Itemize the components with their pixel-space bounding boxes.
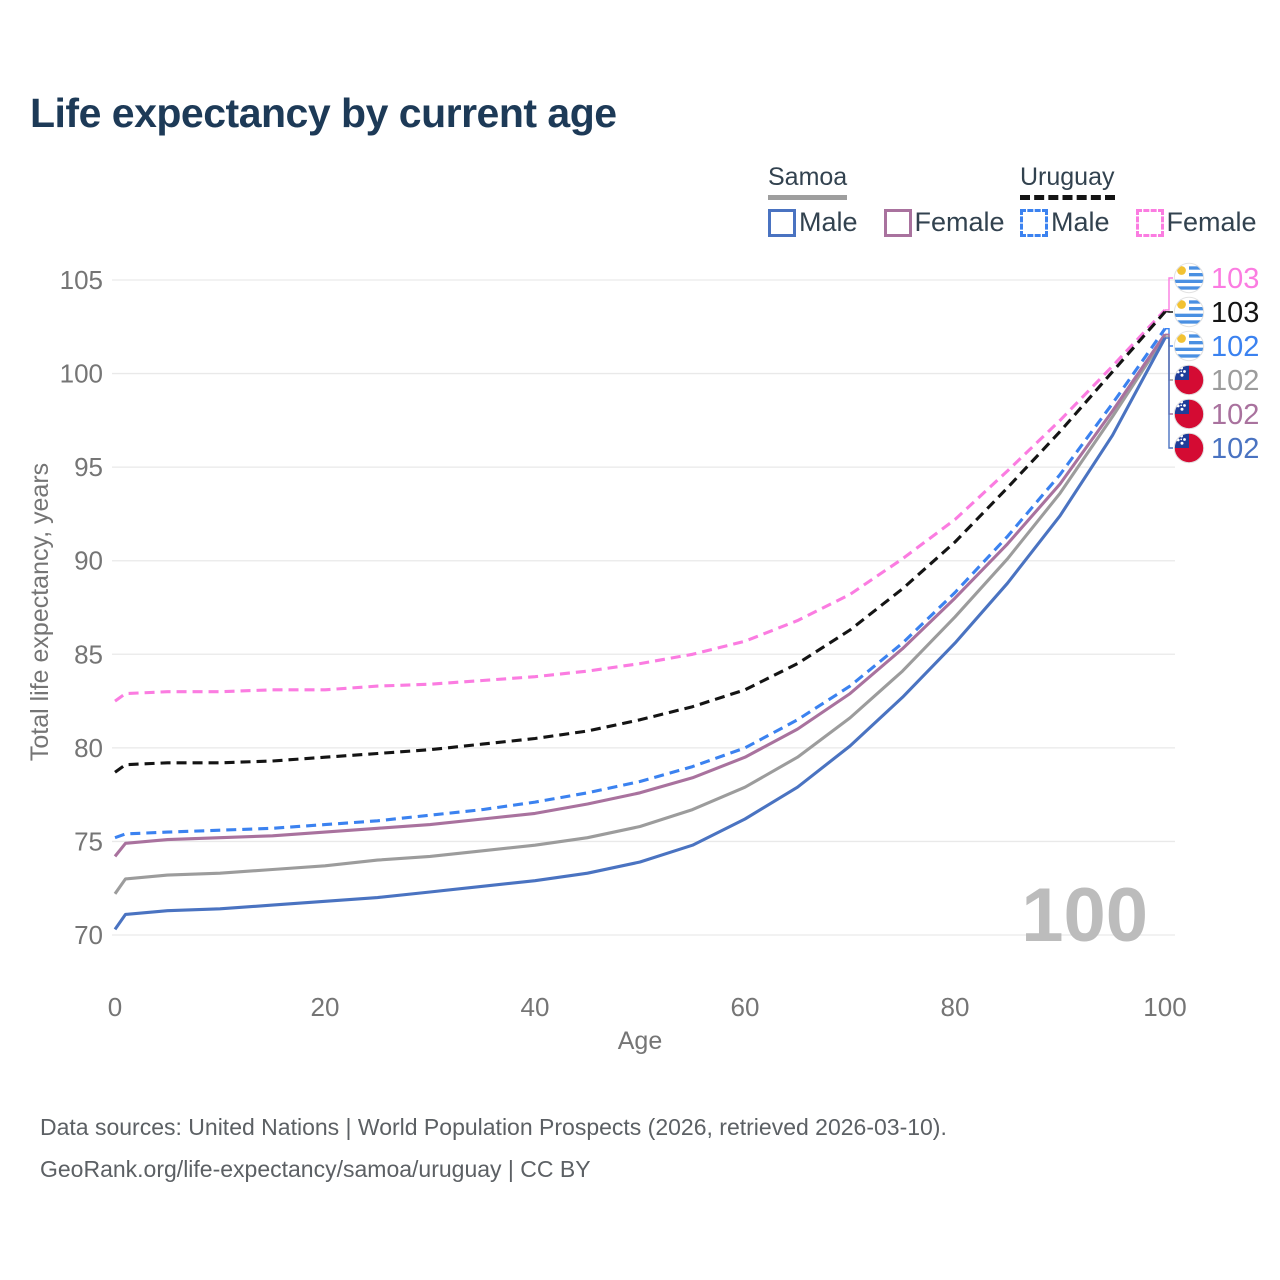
flag-stripe xyxy=(1174,347,1204,351)
page-title: Life expectancy by current age xyxy=(30,90,617,136)
uruguay-male-swatch-icon xyxy=(1020,208,1048,237)
series-end-label: 102 xyxy=(1211,433,1259,465)
legend-item-label: Male xyxy=(799,207,858,237)
x-tick-label: 20 xyxy=(311,992,340,1022)
legend-item-samoa-male[interactable]: Male xyxy=(768,207,858,238)
flag-star xyxy=(1183,438,1186,441)
uruguay-flag-icon xyxy=(1174,263,1204,293)
flag-stripe xyxy=(1174,286,1204,290)
uruguay-female-swatch-icon xyxy=(1135,208,1164,237)
uruguay-flag-icon xyxy=(1174,331,1204,361)
flag-star xyxy=(1180,441,1184,445)
samoa-female-swatch-icon xyxy=(883,208,912,237)
flag-sun xyxy=(1177,266,1186,275)
series-end-label: 102 xyxy=(1211,365,1259,397)
flag-ring xyxy=(1173,330,1205,362)
legend-header-uruguay: Uruguay xyxy=(1020,163,1115,200)
end-label-connector xyxy=(1165,277,1173,311)
flag-star xyxy=(1180,373,1184,377)
flag-stripe xyxy=(1174,354,1204,358)
y-tick-label: 105 xyxy=(60,265,103,295)
y-tick-label: 80 xyxy=(74,733,103,763)
y-axis-title: Total life expectancy, years xyxy=(26,463,54,761)
flag-ring xyxy=(1173,432,1205,464)
flag-ring xyxy=(1173,398,1205,430)
flag-star xyxy=(1180,404,1183,407)
footer: Data sources: United Nations | World Pop… xyxy=(40,1106,947,1190)
flag-ring xyxy=(1173,262,1205,294)
uruguay-flag-icon xyxy=(1174,297,1204,327)
series-line-uruguay-female xyxy=(114,308,1167,703)
legend-item-uruguay-male[interactable]: Male xyxy=(1020,207,1110,238)
flag-ring xyxy=(1173,364,1205,396)
flag-ring xyxy=(1173,296,1205,328)
legend-item-label: Female xyxy=(914,207,1005,237)
end-label-connector xyxy=(1165,337,1173,449)
x-tick-label: 40 xyxy=(521,992,550,1022)
legend-group-samoa: Samoa Male Female xyxy=(768,163,1005,238)
y-tick-label: 95 xyxy=(74,452,103,482)
samoa-flag-icon xyxy=(1174,399,1204,429)
series-line-uruguay-male xyxy=(114,327,1167,840)
series-line-samoa-female xyxy=(113,333,1167,858)
samoa-flag-icon xyxy=(1174,365,1204,395)
x-tick-label: 100 xyxy=(1143,992,1186,1022)
legend-item-samoa-female[interactable]: Female xyxy=(883,207,1005,238)
legend-item-uruguay-female[interactable]: Female xyxy=(1135,207,1257,238)
flag-star xyxy=(1183,404,1186,407)
legend-group-uruguay: Uruguay Male Female xyxy=(1020,163,1257,238)
series-end-label: 102 xyxy=(1211,331,1259,363)
flag-stripe xyxy=(1174,313,1204,317)
x-tick-label: 60 xyxy=(731,992,760,1022)
grid-layer: 70 75 80 85 90 95 100 105 0 20 40 60 80 100 Age Total l… xyxy=(26,265,1187,1055)
flag-star xyxy=(1180,407,1184,411)
y-tick-label: 100 xyxy=(60,359,103,389)
data-sources-text: Data sources: United Nations | World Pop… xyxy=(40,1114,947,1140)
legend-item-label: Female xyxy=(1166,207,1257,237)
flag-stripe xyxy=(1174,320,1204,324)
legend-header-samoa: Samoa xyxy=(768,163,848,200)
series-line-samoa xyxy=(113,335,1167,895)
flag-sun xyxy=(1177,300,1186,309)
series-line-samoa-male xyxy=(113,337,1167,931)
watermark-layer: 100 xyxy=(1021,873,1148,958)
y-tick-label: 75 xyxy=(74,826,103,856)
samoa-male-swatch-icon xyxy=(768,208,796,237)
legend-header-uruguay-label: Uruguay xyxy=(1020,163,1115,191)
x-tick-label: 0 xyxy=(108,992,122,1022)
series-end-label: 102 xyxy=(1211,399,1259,431)
flag-sun xyxy=(1177,334,1186,343)
series-end-label: 103 xyxy=(1211,263,1259,295)
flag-star xyxy=(1180,370,1183,373)
series-line-uruguay xyxy=(114,310,1167,774)
y-tick-label: 90 xyxy=(74,546,103,576)
x-tick-label: 80 xyxy=(941,992,970,1022)
attribution-text: GeoRank.org/life-expectancy/samoa/urugua… xyxy=(40,1156,591,1182)
legend-item-label: Male xyxy=(1051,207,1110,237)
legend-header-samoa-label: Samoa xyxy=(768,163,848,191)
y-tick-label: 70 xyxy=(74,920,103,950)
flag-stripe xyxy=(1174,279,1204,283)
x-axis-title: Age xyxy=(618,1027,662,1055)
series-layer xyxy=(113,308,1167,931)
series-end-label: 103 xyxy=(1211,297,1259,329)
flag-star xyxy=(1183,370,1186,373)
age-watermark: 100 xyxy=(1021,873,1148,958)
flag-star xyxy=(1180,438,1183,441)
y-tick-label: 85 xyxy=(74,639,103,669)
